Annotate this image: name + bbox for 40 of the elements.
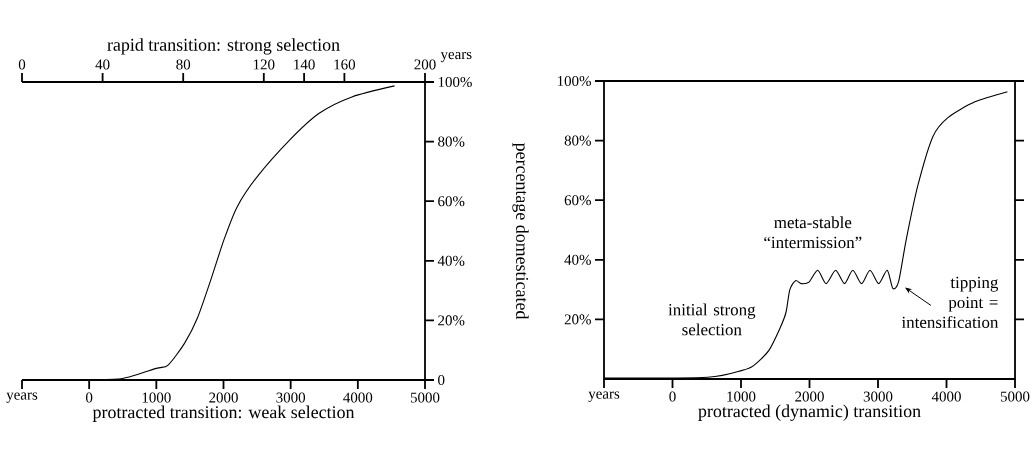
y-tick-label: 60% bbox=[564, 195, 591, 206]
x2-tick-label: 200 bbox=[414, 59, 436, 70]
y-tick-label: 20% bbox=[564, 314, 591, 325]
y-tick-label: 100% bbox=[557, 75, 591, 87]
y-tick-label: 40% bbox=[564, 254, 591, 265]
x-tick-label: 3000 bbox=[863, 391, 893, 402]
y-tick-label: 20% bbox=[438, 315, 465, 326]
x2-tick-label: 0 bbox=[18, 59, 26, 70]
x-tick-label: 0 bbox=[669, 391, 676, 402]
y-tick-label: 80% bbox=[564, 135, 591, 146]
x-tick-label: 4000 bbox=[931, 391, 961, 402]
x-tick-label: years bbox=[6, 392, 38, 403]
x2-tick-label: 40 bbox=[95, 59, 110, 70]
x2-tick-label: 80 bbox=[176, 59, 191, 70]
x-tick-label: years bbox=[588, 391, 620, 402]
x-tick-label: 2000 bbox=[795, 391, 824, 402]
x-axis-title: protracted (dynamic) transition bbox=[698, 404, 921, 421]
x2-tick-label: 140 bbox=[294, 59, 315, 70]
x2-axis-title: rapid transition: strong selection bbox=[107, 38, 340, 55]
x-tick-label: 2000 bbox=[209, 392, 238, 403]
annotation: meta-stable “intermission” bbox=[764, 216, 862, 249]
x-tick-label: 5000 bbox=[1000, 391, 1030, 402]
text: years bbox=[440, 51, 472, 63]
y-tick-label: 0 bbox=[438, 374, 445, 386]
x-tick-label: 1000 bbox=[142, 392, 171, 403]
x2-tick-label: 120 bbox=[253, 59, 275, 70]
y-tick-label: 80% bbox=[438, 136, 465, 147]
annotation: initial strong selection bbox=[668, 303, 756, 336]
annotation: tipping point = intensification bbox=[901, 276, 999, 329]
x-tick-label: 5000 bbox=[410, 392, 440, 403]
y-tick-label: 40% bbox=[437, 255, 465, 266]
y-tick-label: 60% bbox=[438, 196, 465, 207]
y-tick-label: 100% bbox=[438, 76, 472, 88]
x-tick-label: 4000 bbox=[343, 392, 373, 403]
x-tick-label: 3000 bbox=[276, 392, 306, 403]
x-tick-label: 1000 bbox=[727, 391, 756, 402]
y-axis-title: percentage domesticated bbox=[512, 142, 529, 320]
x-axis-title: protracted transition: weak selection bbox=[92, 405, 355, 422]
x-tick-label: 0 bbox=[85, 392, 93, 403]
x2-tick-label: 160 bbox=[334, 59, 356, 70]
